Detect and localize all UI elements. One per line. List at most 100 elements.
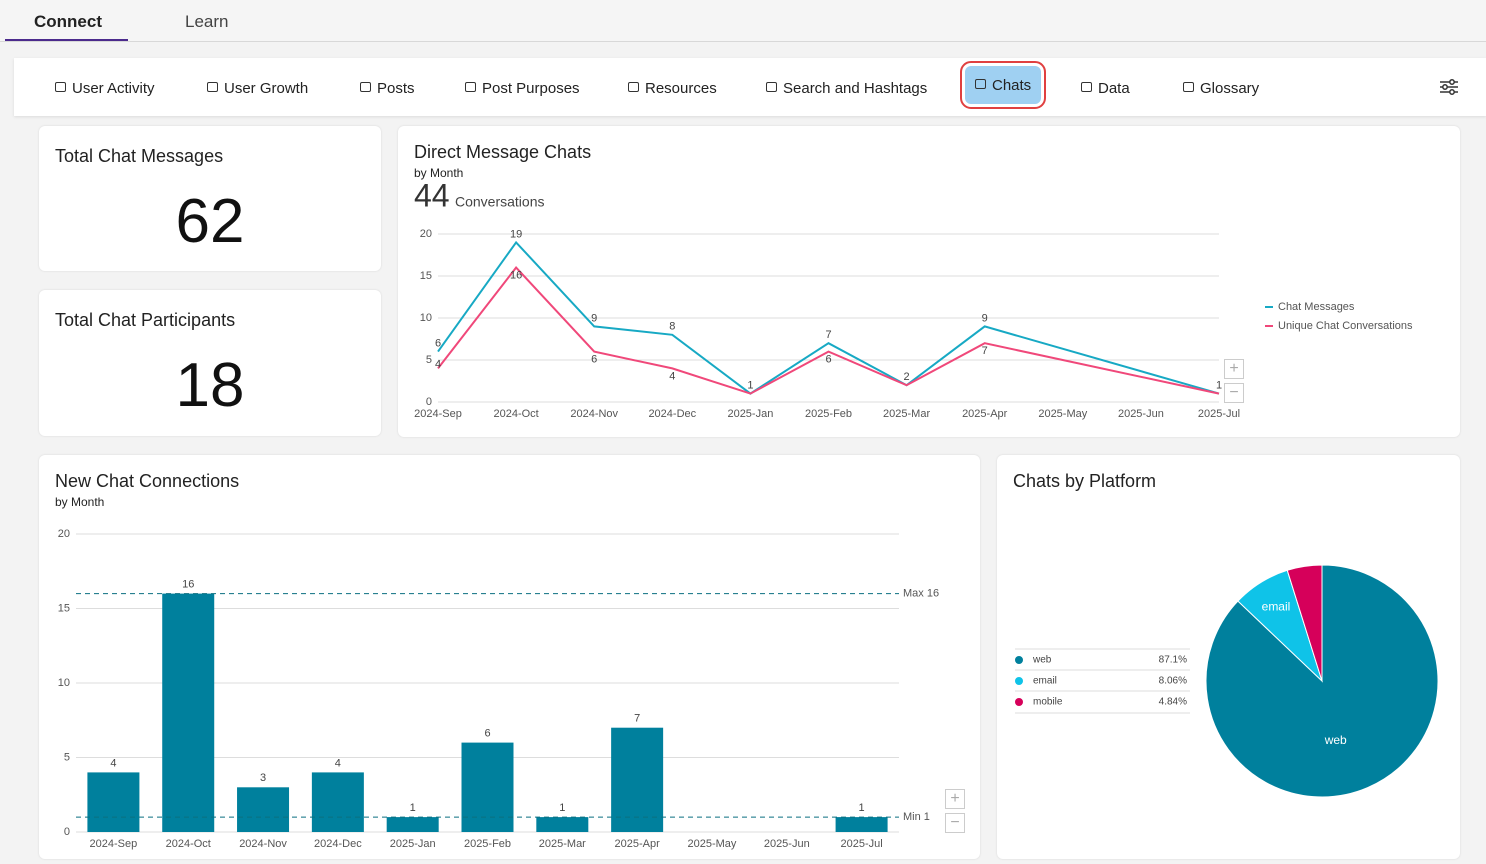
nav-icon	[55, 82, 66, 92]
nav-item[interactable]: Data	[1081, 80, 1130, 97]
nav-item[interactable]: Post Purposes	[465, 80, 580, 97]
data-label: 6	[484, 728, 490, 740]
zoom-out[interactable]: −	[1224, 383, 1244, 403]
data-label: 1	[747, 380, 753, 392]
card: Total Chat Messages 62	[39, 126, 381, 271]
pie-slice	[1286, 564, 1323, 682]
nav-label: Glossary	[1200, 80, 1260, 97]
data-label: 4	[335, 757, 341, 769]
card-title: Total Chat Participants	[55, 310, 236, 330]
data-label: 3	[260, 772, 266, 784]
x-tick-label: 2025-Jan	[390, 838, 436, 850]
nav-item[interactable]: User Activity	[55, 80, 155, 97]
nav-item[interactable]: User Growth	[207, 80, 308, 97]
y-tick-label: 10	[58, 677, 70, 689]
x-tick-label: 2025-Apr	[962, 408, 1008, 420]
chart-title: Direct Message Chats	[414, 142, 591, 162]
chart: Chats by Platform web web 87.1% email email 8.…	[1013, 471, 1439, 798]
y-tick-label: 0	[64, 826, 70, 838]
nav-label: User Activity	[72, 80, 155, 97]
x-tick-label: 2024-Oct	[166, 838, 211, 850]
nav-icon	[975, 79, 986, 89]
tab[interactable]: Connect	[34, 12, 102, 31]
x-tick-label: 2025-Jun	[764, 838, 810, 850]
x-tick-label: 2025-Apr	[615, 838, 661, 850]
bar	[87, 772, 140, 832]
data-label: 2	[904, 371, 910, 383]
zoom-in[interactable]: +	[945, 789, 965, 809]
nav-item[interactable]: Search and Hashtags	[766, 80, 927, 97]
nav-icon	[766, 82, 777, 92]
chart: New Chat Connections by Month 0 5 10 15 20 2024…	[55, 471, 939, 850]
data-label: 16	[510, 270, 522, 282]
data-label: 7	[982, 345, 988, 357]
y-tick-label: 5	[426, 354, 432, 366]
legend-label: web	[1032, 655, 1052, 666]
data-label: 4	[669, 370, 675, 382]
bar-chart-panel: New Chat Connections by Month 0 5 10 15 20 2024…	[39, 455, 980, 859]
nav-label: Resources	[645, 80, 717, 97]
nav-icon	[465, 82, 476, 92]
data-label: 8	[669, 321, 675, 333]
data-label: 7	[825, 329, 831, 341]
nav-icon	[360, 82, 371, 92]
y-tick-label: 15	[58, 602, 70, 614]
line-chart-panel: Direct Message Chats by Month 44 Conversati…	[398, 126, 1460, 437]
nav-item[interactable]: Posts	[360, 80, 415, 97]
x-tick-label: 2025-Feb	[464, 838, 511, 850]
x-tick-label: 2024-Dec	[314, 838, 362, 850]
x-tick-label: 2025-Feb	[805, 408, 852, 420]
y-tick-label: 5	[64, 751, 70, 763]
y-tick-label: 20	[420, 228, 432, 240]
nav-icon	[1183, 82, 1194, 92]
legend-label: Unique Chat Conversations	[1278, 320, 1413, 332]
data-label: 4	[110, 757, 116, 769]
data-label: 19	[510, 228, 522, 240]
nav-label: Search and Hashtags	[783, 80, 928, 97]
bar	[162, 593, 215, 832]
legend-value: 87.1%	[1159, 655, 1187, 666]
legend-label: Chat Messages	[1278, 301, 1355, 313]
x-tick-label: 2024-Sep	[414, 408, 462, 420]
data-label: 9	[982, 312, 988, 324]
y-tick-label: 0	[426, 396, 432, 408]
bar	[461, 742, 514, 832]
legend-dot	[1015, 656, 1023, 664]
data-label: 4	[435, 358, 441, 370]
card: Total Chat Participants 18	[39, 290, 381, 436]
zoom-in[interactable]: +	[1224, 359, 1244, 379]
reference-label: Max 16	[903, 588, 939, 600]
nav-icon	[207, 82, 218, 92]
data-label: 6	[591, 354, 597, 366]
data-label: 7	[634, 713, 640, 725]
x-tick-label: 2024-Oct	[493, 408, 538, 420]
nav-icon	[628, 82, 639, 92]
legend-dot	[1015, 698, 1023, 706]
x-tick-label: 2025-Mar	[539, 838, 586, 850]
nav-item[interactable]: Chats	[959, 61, 1047, 109]
tab[interactable]: Learn	[185, 12, 229, 31]
pie-chart-panel: Chats by Platform web web 87.1% email email 8.…	[997, 455, 1460, 859]
data-label: 6	[825, 354, 831, 366]
bar	[611, 727, 664, 832]
card-value: 18	[175, 351, 245, 420]
nav-item[interactable]: Glossary	[1183, 80, 1259, 97]
zoom-out[interactable]: −	[945, 813, 965, 833]
nav-label: Post Purposes	[482, 80, 580, 97]
reference-label: Min 1	[903, 811, 930, 823]
card-value: 62	[175, 187, 245, 256]
settings-icon[interactable]	[1439, 78, 1459, 96]
chart-title: Chats by Platform	[1013, 471, 1156, 491]
data-label: 1	[859, 802, 865, 814]
nav-icon	[1081, 82, 1092, 92]
stat-label: Conversations	[455, 194, 545, 210]
nav-label: User Growth	[224, 80, 309, 97]
x-tick-label: 2024-Nov	[239, 838, 287, 850]
nav-item[interactable]: Resources	[628, 80, 717, 97]
slice-label: web	[1324, 733, 1347, 747]
data-label: 1	[1216, 380, 1222, 392]
legend-label: mobile	[1033, 697, 1063, 708]
nav-label: Data	[1098, 80, 1130, 97]
